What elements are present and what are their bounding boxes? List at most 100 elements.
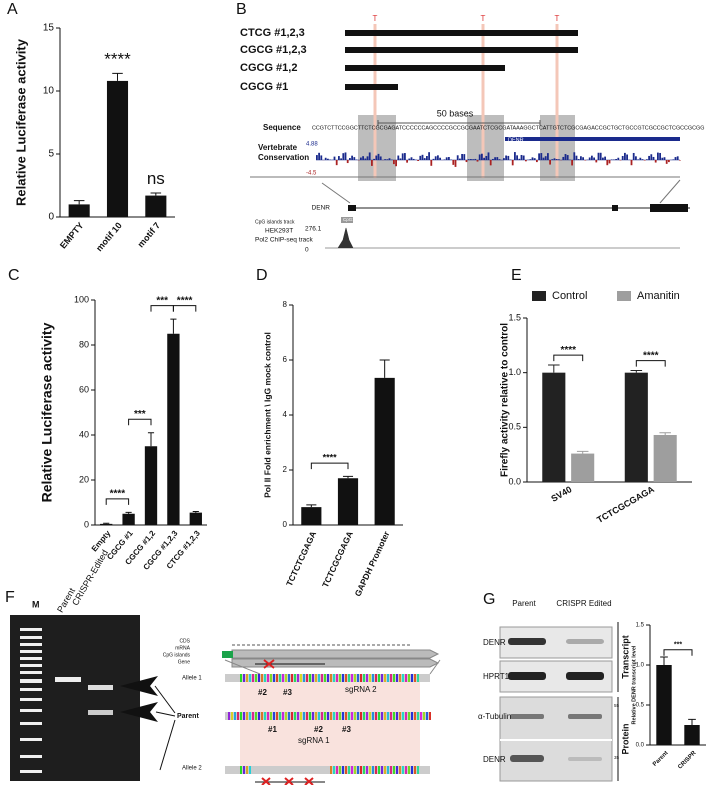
- error-bar: [147, 432, 155, 447]
- stripe: [300, 712, 302, 720]
- significance-label: ns: [147, 169, 165, 188]
- bar: [100, 523, 113, 525]
- conservation-bar: [657, 152, 659, 160]
- panel-label: F: [5, 589, 15, 606]
- highlight: [358, 115, 396, 181]
- stripe: [405, 674, 407, 682]
- conservation-bar: [428, 152, 430, 160]
- stripe: [378, 766, 380, 774]
- significance-bracket: [105, 498, 130, 505]
- conservation-bar: [342, 153, 345, 160]
- stripe: [258, 674, 260, 682]
- stripe: [249, 674, 251, 682]
- conservation-bar: [652, 156, 655, 160]
- y-tick-label: 1.5: [508, 312, 521, 322]
- track-label: CpG islands track: [255, 219, 295, 225]
- conservation-bar: [437, 155, 439, 160]
- bar: [656, 665, 672, 745]
- error-bar: [125, 511, 132, 514]
- stripe: [333, 674, 335, 682]
- stripe: [363, 712, 365, 720]
- stripe: [375, 712, 377, 720]
- stripe: [333, 712, 335, 720]
- conservation-bar: [676, 156, 679, 160]
- conservation-bar: [386, 159, 389, 160]
- stripe: [360, 712, 362, 720]
- stripe: [267, 712, 269, 720]
- stripe: [318, 712, 320, 720]
- stripe: [252, 674, 254, 682]
- stripe: [342, 674, 344, 682]
- conservation-bar: [650, 154, 653, 160]
- exon: [348, 205, 356, 211]
- stripe: [408, 712, 410, 720]
- conservation-bar: [344, 152, 347, 160]
- stripe: [357, 674, 359, 682]
- conservation-bar: [364, 158, 367, 160]
- conservation-bar: [353, 157, 356, 160]
- blot-band: [508, 638, 546, 645]
- conservation-bar: [547, 153, 549, 160]
- conservation-bar: [487, 152, 490, 160]
- stripe: [411, 674, 413, 682]
- panel-label: G: [483, 591, 495, 608]
- stripe: [255, 674, 257, 682]
- conservation-bar: [494, 157, 496, 160]
- conservation-bar: [481, 153, 483, 160]
- conservation-bar: [643, 160, 646, 161]
- conservation-bar: [351, 155, 353, 160]
- stripe: [309, 712, 311, 720]
- panel-label: D: [256, 267, 268, 284]
- stripe: [240, 766, 242, 774]
- stripe: [276, 674, 278, 682]
- conservation-bar: [472, 159, 474, 160]
- stripe: [417, 712, 419, 720]
- conservation-bar: [531, 157, 534, 160]
- stripe: [294, 712, 296, 720]
- conservation-bar: [377, 153, 380, 160]
- x-tick-label: SV40: [549, 484, 573, 504]
- conservation-bar: [406, 160, 408, 163]
- y-axis-label: Relative Luciferase activity: [39, 322, 55, 502]
- stripe: [339, 712, 341, 720]
- track-label: CpG islands: [163, 652, 191, 658]
- stripe: [426, 712, 428, 720]
- ladder-band: [20, 657, 42, 660]
- mutation-mark: T: [373, 14, 378, 23]
- stripe: [321, 712, 323, 720]
- y-tick-label: 0: [48, 212, 54, 223]
- conservation-bar: [646, 159, 648, 160]
- stripe: [345, 674, 347, 682]
- y-tick-label: 60: [79, 384, 89, 394]
- allele-map: [225, 674, 431, 774]
- marker-label: 55: [614, 703, 620, 708]
- lane-label: Parent: [512, 599, 536, 608]
- stripe: [402, 712, 404, 720]
- group-label: Transcript: [620, 635, 630, 679]
- stripe: [297, 712, 299, 720]
- stripe: [303, 674, 305, 682]
- stripe: [330, 766, 332, 774]
- conservation-bar: [637, 159, 639, 160]
- stripe: [288, 674, 290, 682]
- stripe: [354, 766, 356, 774]
- stripe: [333, 766, 335, 774]
- y-tick-label: 15: [43, 23, 55, 34]
- ladder-band: [20, 722, 42, 725]
- stripe: [405, 712, 407, 720]
- conservation-bar: [412, 158, 415, 160]
- conservation-bar: [580, 156, 582, 160]
- arrow: [120, 676, 158, 722]
- stripe: [321, 674, 323, 682]
- error-bar: [306, 504, 317, 508]
- y-tick-label: 0.0: [636, 743, 645, 749]
- bar: [68, 204, 90, 217]
- stripe: [276, 712, 278, 720]
- conservation-bar: [663, 157, 666, 160]
- cpg-island: [222, 651, 233, 658]
- conservation-bar: [555, 159, 558, 160]
- significance-label: ****: [110, 489, 126, 500]
- conservation-bar: [641, 159, 644, 160]
- stripe: [339, 766, 341, 774]
- stripe: [384, 712, 386, 720]
